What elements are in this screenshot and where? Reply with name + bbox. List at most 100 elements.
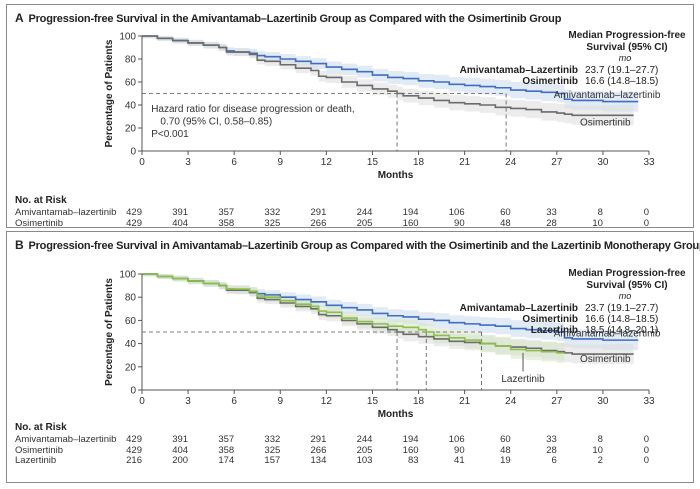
panel-a-ci-band-0 [142,36,639,112]
panel-b-chart: 0 20 40 60 80 100 0 3 6 9 12 15 18 21 24 27 30 33 Months Pe… [104,268,686,420]
panel-b-x-tick-label: 0 [139,396,145,407]
panel-b-curve-lazertinib [142,273,565,354]
panel-b-letter: B [15,238,24,252]
panel-a-risk-value: 106 [448,207,465,218]
panel-a-title: A Progression-free Survival in the Amivan… [15,11,561,25]
panel-b-x-tick-label: 12 [321,396,333,407]
panel-a-chart: 0 20 40 60 80 100 0 3 6 9 12 15 18 21 24 27 30 33 Months Pe… [104,30,686,181]
panel-b-risk-value: 200 [172,455,189,466]
panel-a-y-tick-label: 80 [125,55,137,66]
panel-a-risk-value: 404 [172,217,189,229]
panel-b-risk-value: 10 [592,444,603,456]
panel-b-risk-value: 160 [402,444,419,456]
panel-b-risk-value: 33 [546,434,557,445]
panel-b-risk-value: 0 [643,434,649,445]
panel-b-risk-value: 90 [454,444,465,456]
panel-a-risk-value: 325 [264,217,281,229]
panel-a-risk-value: 332 [264,207,281,218]
panel-a-legend-name: Amivantamab–Lazertinib [460,65,578,76]
panel-a-title-text: Progression-free Survival in the Amivant… [28,13,562,25]
panel-b-y-tick-label: 100 [119,270,136,281]
panel-b-risk-value: 157 [264,455,281,466]
panel-a: A Progression-free Survival in the Amivan… [6,4,694,229]
panel-a-y-tick-label: 40 [125,101,137,112]
panel-a-label-amivantamab: Amivantamab–lazertinib [554,90,661,101]
panel-b-legend-name: Osimertinib [522,314,578,325]
panel-b-title: B Progression-free Survival in Amivantama… [15,238,700,252]
panel-a-x-tick-label: 12 [321,157,333,168]
panel-b-risk-title: No. at Risk [15,422,67,433]
panel-a-x-tick-label: 15 [367,157,379,168]
panel-a-y-axis-title: Percentage of Patients [104,39,115,147]
panel-b-risk-value: 83 [407,455,419,466]
panel-b-risk-table: No. at Risk Amivantamab–lazertinib 429 391 3… [15,422,685,472]
panel-a-x-tick-label: 0 [139,157,145,168]
panel-b-x-tick-label: 27 [551,396,563,407]
panel-a-risk-value: 8 [597,207,603,218]
panel-b-risk-value: 244 [356,434,373,445]
panel-b-risk-value: 194 [402,434,419,445]
panel-b-risk-value: 358 [218,444,235,456]
panel-b-y-tick-label: 0 [130,386,136,397]
panel-b-risk-value: 2 [597,455,603,466]
panel-a-risk-row-name: Osimertinib [15,217,64,229]
panel-b-risk-value: 357 [218,434,235,445]
panel-b-risk-value: 205 [356,444,373,456]
panel-b-risk-value: 106 [448,434,465,445]
panel-a-legend-heading-1: Median Progression-free [568,30,686,41]
panel-a-letter: A [15,11,24,25]
panel-a-y-tick-label: 20 [125,124,137,135]
panel-b-risk-value: 8 [597,434,603,445]
panel-a-x-tick-label: 27 [551,157,563,168]
panel-a-risk-value: 10 [592,217,603,229]
panel-a-x-tick-label: 33 [643,157,655,168]
panel-a-risk-value: 244 [356,207,373,218]
panel-a-label-osimertinib: Osimertinib [580,118,631,129]
panel-a-risk-value: 160 [402,217,419,229]
panel-b-risk-value: 48 [500,444,511,456]
panel-a-risk-value: 28 [546,217,557,229]
panel-a-risk-value: 266 [310,217,327,229]
panel-b-risk-value: 291 [310,434,327,445]
panel-b-risk-value: 266 [310,444,327,456]
panel-a-risk-row-name: Amivantamab–lazertinib [15,207,117,218]
panel-b-x-tick-label: 3 [185,396,191,407]
panel-b-risk-value: 134 [310,455,327,466]
panel-a-curve-osimertinib [142,35,634,117]
panel-a-x-tick-label: 3 [185,157,191,168]
panel-a-legend-value: 23.7 (19.1–27.7) [585,65,658,76]
panel-a-risk-value: 48 [500,217,511,229]
panel-b-risk-value: 429 [126,434,142,445]
panel-b-risk-value: 216 [126,455,142,466]
panel-a-y-tick-label: 60 [125,78,137,89]
panel-a-x-tick-label: 24 [505,157,517,168]
panel-b-label-osimertinib: Osimertinib [580,354,631,365]
panel-b-risk-value: 41 [454,455,465,466]
panel-a-x-tick-label: 21 [459,157,471,168]
panel-b-legend-heading-1: Median Progression-free [568,268,686,279]
panel-a-p-value: P<0.001 [151,129,189,140]
panel-b-risk-value: 404 [172,444,189,456]
panel-b-x-tick-label: 24 [505,396,517,407]
panel-a-risk-value: 0 [643,207,649,218]
panel-a-risk-value: 90 [454,217,465,229]
panel-b-label-amivantamab: Amivantamab–lazertinib [554,329,661,340]
panel-a-hazard-ratio-line1: Hazard ratio for disease progression or … [151,104,354,115]
panel-b-risk-value: 325 [264,444,281,456]
panel-b-risk-value: 429 [126,444,142,456]
panel-b-y-tick-label: 20 [125,362,137,373]
panel-a-risk-table: No. at Risk Amivantamab–lazertinib 429 391 3… [15,195,685,229]
panel-b-x-tick-label: 6 [231,396,237,407]
panel-b-legend-value: 23.7 (19.1–27.7) [585,303,658,314]
panel-a-risk-value: 429 [126,207,142,218]
panel-a-y-tick-label: 0 [130,147,136,158]
panel-a-risk-value: 429 [126,217,142,229]
panel-b-risk-row-name: Osimertinib [15,444,64,456]
panel-b-x-tick-label: 30 [597,396,609,407]
panel-b-legend-name: Amivantamab–Lazertinib [460,303,578,314]
panel-b-risk-value: 6 [551,455,557,466]
panel-a-x-tick-label: 9 [277,157,283,168]
panel-b-x-axis-title: Months [378,409,414,420]
panel-b-legend-units: mo [619,291,632,301]
panel-b-risk-value: 391 [172,434,189,445]
